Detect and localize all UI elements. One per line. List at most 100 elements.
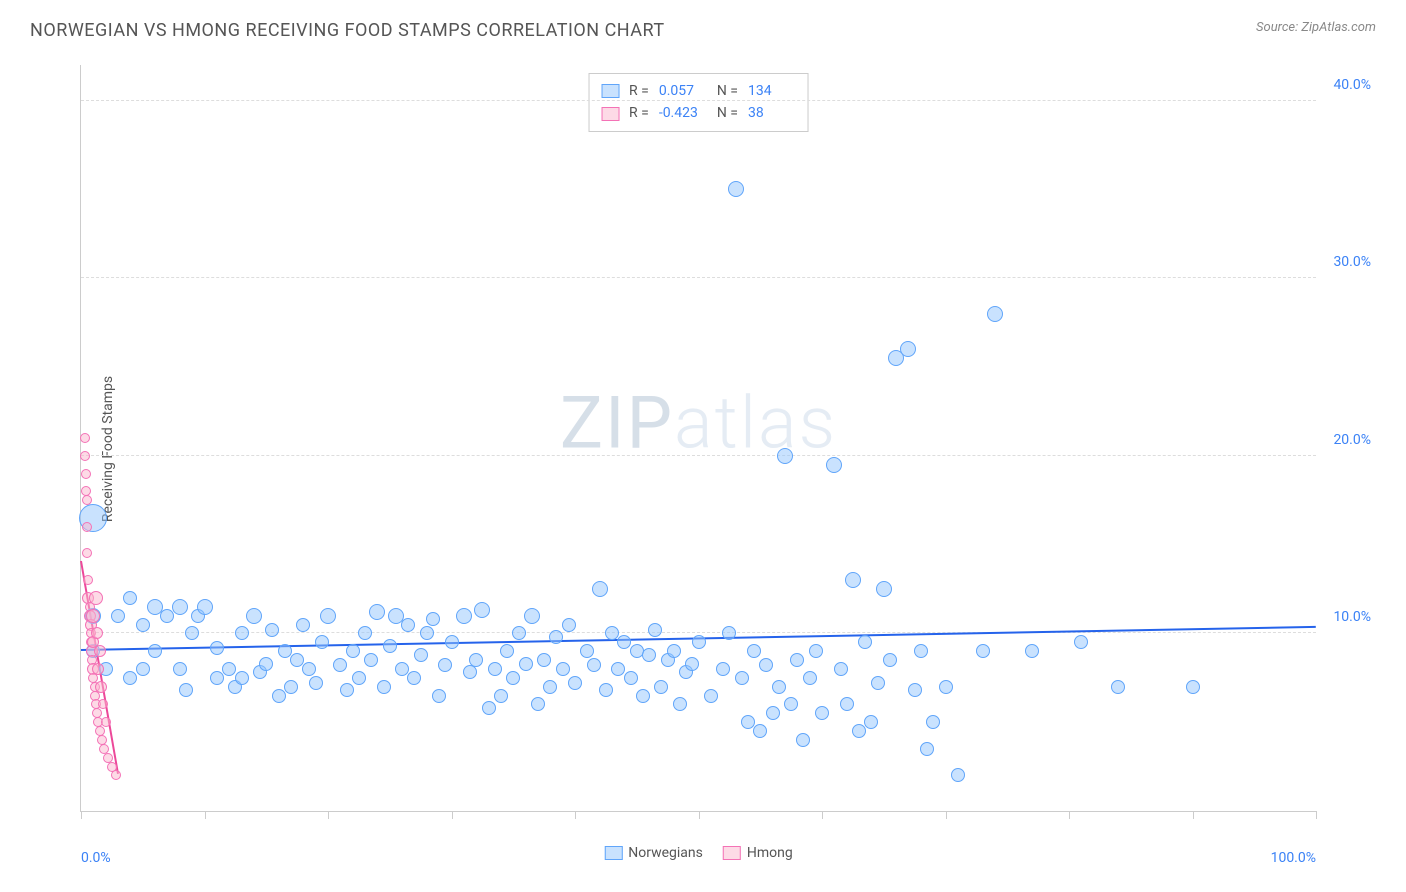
x-tick-label: 0.0%	[81, 850, 111, 866]
data-point	[296, 618, 310, 632]
data-point	[500, 644, 514, 658]
data-point	[809, 644, 823, 658]
data-point	[747, 644, 761, 658]
data-point	[445, 635, 459, 649]
gridline	[81, 100, 1316, 101]
data-point	[179, 683, 193, 697]
data-point	[692, 635, 706, 649]
data-point	[420, 626, 434, 640]
data-point	[407, 671, 421, 685]
stats-legend-box: R = 0.057 N = 134 R = -0.423 N = 38	[588, 73, 809, 132]
data-point	[1186, 680, 1200, 694]
data-point	[123, 671, 137, 685]
data-point	[148, 644, 162, 658]
source-attribution: Source: ZipAtlas.com	[1256, 20, 1376, 35]
data-point	[222, 662, 236, 676]
data-point	[395, 662, 409, 676]
data-point	[568, 676, 582, 690]
data-point	[976, 644, 990, 658]
data-point	[265, 623, 279, 637]
chart-area: Receiving Food Stamps ZIPatlas R = 0.057…	[50, 55, 1376, 842]
data-point	[908, 683, 922, 697]
x-tick	[1069, 811, 1070, 819]
data-point	[494, 689, 508, 703]
data-point	[840, 697, 854, 711]
data-point	[210, 641, 224, 655]
data-point	[197, 599, 213, 615]
x-tick	[699, 811, 700, 819]
data-point	[82, 548, 92, 558]
legend-item-hmong: Hmong	[723, 845, 793, 861]
data-point	[210, 671, 224, 685]
data-point	[438, 658, 452, 672]
data-point	[784, 697, 798, 711]
y-tick-label: 40.0%	[1333, 77, 1371, 93]
data-point	[235, 626, 249, 640]
x-tick	[575, 811, 576, 819]
data-point	[939, 680, 953, 694]
data-point	[173, 662, 187, 676]
data-point	[95, 681, 107, 693]
data-point	[377, 680, 391, 694]
swatch-hmong-icon	[723, 846, 741, 860]
data-point	[82, 522, 92, 532]
data-point	[790, 653, 804, 667]
data-point	[383, 639, 397, 653]
data-point	[278, 644, 292, 658]
data-point	[673, 697, 687, 711]
data-point	[920, 742, 934, 756]
data-point	[469, 653, 483, 667]
data-point	[426, 612, 440, 626]
data-point	[716, 662, 730, 676]
data-point	[185, 626, 199, 640]
data-point	[80, 433, 90, 443]
data-point	[524, 608, 540, 624]
data-point	[741, 715, 755, 729]
data-point	[556, 662, 570, 676]
data-point	[81, 469, 91, 479]
data-point	[605, 626, 619, 640]
data-point	[364, 653, 378, 667]
x-tick	[452, 811, 453, 819]
data-point	[642, 648, 656, 662]
data-point	[320, 608, 336, 624]
swatch-norwegians-icon	[604, 846, 622, 860]
data-point	[599, 683, 613, 697]
data-point	[290, 653, 304, 667]
data-point	[111, 609, 125, 623]
data-point	[1074, 635, 1088, 649]
data-point	[796, 733, 810, 747]
data-point	[759, 658, 773, 672]
data-point	[82, 495, 92, 505]
plot-region: ZIPatlas R = 0.057 N = 134 R = -0.423 N …	[80, 65, 1316, 812]
data-point	[506, 671, 520, 685]
data-point	[871, 676, 885, 690]
data-point	[172, 599, 188, 615]
data-point	[401, 618, 415, 632]
data-point	[883, 653, 897, 667]
x-tick-label: 100.0%	[1271, 850, 1316, 866]
data-point	[92, 663, 104, 675]
data-point	[537, 653, 551, 667]
data-point	[685, 657, 699, 671]
data-point	[592, 581, 608, 597]
data-point	[512, 626, 526, 640]
y-tick-label: 10.0%	[1333, 609, 1371, 625]
r-label: R =	[629, 102, 649, 124]
data-point	[432, 689, 446, 703]
data-point	[352, 671, 366, 685]
data-point	[772, 680, 786, 694]
data-point	[753, 724, 767, 738]
data-point	[482, 701, 496, 715]
data-point	[136, 618, 150, 632]
x-tick	[946, 811, 947, 819]
data-point	[246, 608, 262, 624]
data-point	[580, 644, 594, 658]
data-point	[456, 608, 472, 624]
n-label: N =	[717, 102, 738, 124]
data-point	[302, 662, 316, 676]
data-point	[766, 706, 780, 720]
data-point	[309, 676, 323, 690]
data-point	[735, 671, 749, 685]
data-point	[667, 644, 681, 658]
